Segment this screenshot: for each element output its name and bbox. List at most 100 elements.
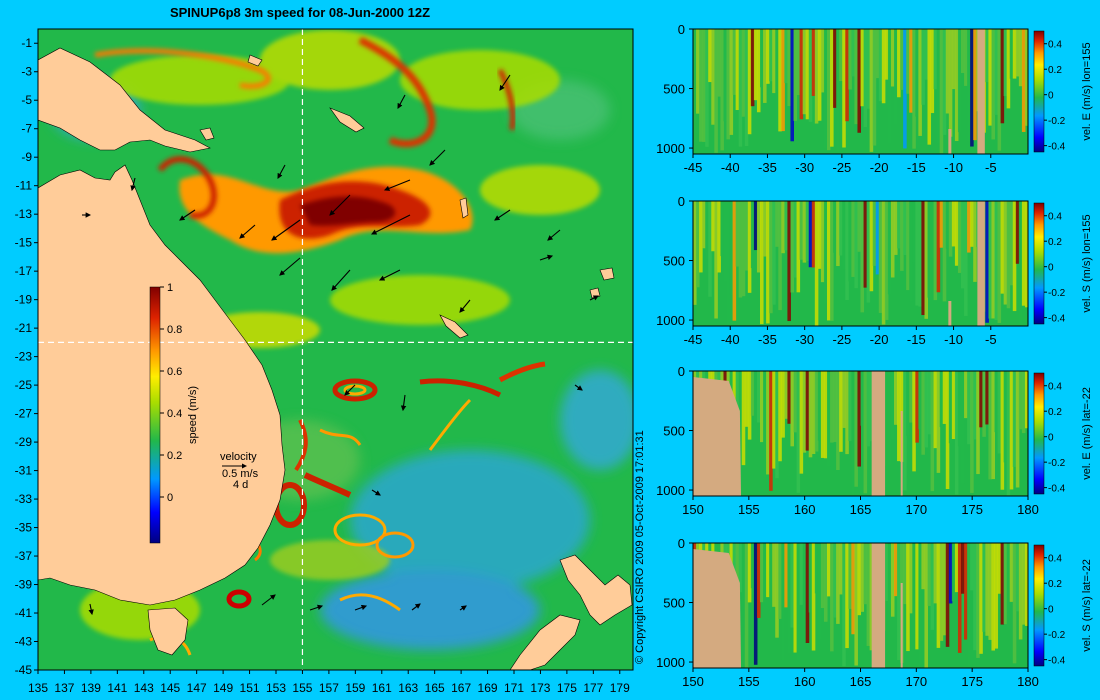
velocity-arrows xyxy=(82,74,599,616)
section-land-mask xyxy=(948,29,985,154)
speed-colorbar-scale xyxy=(149,286,161,544)
section-y-tick-label: 1000 xyxy=(656,313,685,328)
lat-tick-label: -43 xyxy=(15,635,33,649)
section-y-tick-label: 0 xyxy=(678,536,685,551)
section-colorbar-tick-label: 0 xyxy=(1048,433,1054,444)
lon-tick-label: 179 xyxy=(610,681,630,695)
section-x-tick-label: 170 xyxy=(905,502,927,517)
section-colorbar-tick-label: -0.4 xyxy=(1048,142,1066,153)
section-colorbar-tick-label: -0.4 xyxy=(1048,484,1066,495)
lat-tick-label: -17 xyxy=(15,264,33,278)
lon-tick-label: 163 xyxy=(398,681,418,695)
section-frame xyxy=(692,28,1029,155)
speed-colorbar-tick-label: 0.4 xyxy=(167,408,182,420)
lon-tick-label: 155 xyxy=(292,681,312,695)
velocity-arrow xyxy=(279,257,301,276)
velocity-arrow xyxy=(494,209,511,221)
section-x-tick-label: -45 xyxy=(684,332,703,347)
section-colorbar-tick-label: 0.2 xyxy=(1048,237,1062,248)
section-x-tick-label: -10 xyxy=(944,332,963,347)
section-x-tick-label: -45 xyxy=(684,160,703,175)
section-colorbar-tick-label: -0.2 xyxy=(1048,288,1066,299)
section-ylabel: vel. E (m/s) lat=-22 xyxy=(1081,387,1093,480)
map-longitude-axis: 135 137 139 141 143 145 147 149 151 153 155 157 159 1… xyxy=(28,670,630,695)
land-new-guinea xyxy=(38,47,211,153)
section-colorbar-tick-label: 0 xyxy=(1048,605,1054,616)
section-x-tick-label: -20 xyxy=(870,160,889,175)
velocity-arrow xyxy=(397,94,406,109)
section-x-tick-label: 180 xyxy=(1017,674,1039,689)
lat-tick-label: -25 xyxy=(15,378,33,392)
lat-tick-label: -35 xyxy=(15,521,33,535)
figure-title: SPINUP6p8 3m speed for 08-Jun-2000 12Z xyxy=(170,5,430,20)
map-latitude-axis: -1 -3 -5 -7 -9 -11 -13 -15 -17 -19 -21 -23 -25 -27 -29… xyxy=(15,36,38,677)
section-x-tick-label: 155 xyxy=(738,674,760,689)
lon-tick-label: 153 xyxy=(266,681,286,695)
lat-tick-label: -7 xyxy=(21,122,32,136)
speed-colorbar-tick-label: 0.8 xyxy=(167,324,182,336)
speed-map: -1 -3 -5 -7 -9 -11 -13 -15 -17 -19 -21 -23 -25 -27 -29… xyxy=(15,28,646,695)
lon-tick-label: 157 xyxy=(319,681,339,695)
land-nz-north xyxy=(559,554,633,626)
lat-tick-label: -13 xyxy=(15,207,33,221)
section-colorbar-tick-label: 0 xyxy=(1048,91,1054,102)
velocity-arrow xyxy=(379,269,401,281)
lat-tick-label: -5 xyxy=(21,93,32,107)
lon-tick-label: 173 xyxy=(530,681,550,695)
section-x-tick-label: 150 xyxy=(682,674,704,689)
section-colorbar-scale xyxy=(1033,30,1045,153)
lat-tick-label: -21 xyxy=(15,321,33,335)
land-australia xyxy=(38,164,286,606)
velocity-arrow xyxy=(344,384,356,396)
section-colorbar-tick-label: 0 xyxy=(1048,263,1054,274)
lat-tick-label: -1 xyxy=(21,36,32,50)
land-solomons xyxy=(329,107,365,133)
section-y-tick-label: 0 xyxy=(678,364,685,379)
section-colorbar-scale xyxy=(1033,544,1045,667)
lat-tick-label: -39 xyxy=(15,578,33,592)
velocity-arrow xyxy=(261,594,276,606)
lon-tick-label: 137 xyxy=(54,681,74,695)
lon-tick-label: 177 xyxy=(583,681,603,695)
section-x-tick-label: -5 xyxy=(985,332,997,347)
velocity-arrow xyxy=(130,177,136,192)
section-land-mask xyxy=(693,543,903,668)
section-x-tick-label: -35 xyxy=(758,160,777,175)
south-equatorial-current-jet xyxy=(94,36,516,254)
velocity-key: velocity 0.5 m/s 4 d xyxy=(220,451,259,491)
velocity-arrow xyxy=(539,254,554,261)
section-colorbar-tick-label: -0.2 xyxy=(1048,630,1066,641)
section-frame xyxy=(692,200,1029,327)
section-y-tick-label: 500 xyxy=(663,424,685,439)
section-x-tick-label: 165 xyxy=(850,674,872,689)
lon-tick-label: 151 xyxy=(240,681,260,695)
lat-tick-label: -3 xyxy=(21,65,32,79)
lat-tick-label: -27 xyxy=(15,407,33,421)
section-panel-vel-s-lat-22: 0 500 1000 150 155 160 165 170 175 180 0.4 0.2 0 -0.2… xyxy=(656,536,1093,689)
lon-tick-label: 165 xyxy=(425,681,445,695)
lat-tick-label: -45 xyxy=(15,663,33,677)
section-x-tick-label: -35 xyxy=(758,332,777,347)
eac-eddies xyxy=(149,361,546,656)
section-y-tick-label: 1000 xyxy=(656,483,685,498)
section-x-tick-label: -25 xyxy=(832,332,851,347)
velocity-arrow xyxy=(589,295,599,301)
section-panel-vel-e-lat-22: 0 500 1000 150 155 160 165 170 175 180 0.4 0.2 0 -0.2… xyxy=(656,364,1093,517)
section-x-tick-label: -30 xyxy=(795,332,814,347)
section-ylabel: vel. S (m/s) lon=155 xyxy=(1081,214,1093,312)
section-y-tick-label: 500 xyxy=(663,254,685,269)
section-colorbar-tick-label: 0.4 xyxy=(1048,212,1062,223)
section-x-tick-label: -15 xyxy=(907,332,926,347)
section-colorbar-tick-label: 0.4 xyxy=(1048,382,1062,393)
section-x-tick-label: 180 xyxy=(1017,502,1039,517)
section-x-tick-label: 165 xyxy=(850,502,872,517)
lon-tick-label: 171 xyxy=(504,681,524,695)
speed-colorbar-tick-label: 0 xyxy=(167,492,173,504)
section-colorbar-tick-label: 0.2 xyxy=(1048,579,1062,590)
velocity-arrow xyxy=(499,74,511,91)
section-panel-vel-s-lon155: 0 500 1000 -45 -40 -35 -30 -25 -20 -15 -10 -5 0.4 0.2… xyxy=(656,194,1093,347)
section-x-tick-label: 170 xyxy=(905,674,927,689)
section-land-mask xyxy=(948,201,985,326)
section-y-tick-label: 0 xyxy=(678,194,685,209)
